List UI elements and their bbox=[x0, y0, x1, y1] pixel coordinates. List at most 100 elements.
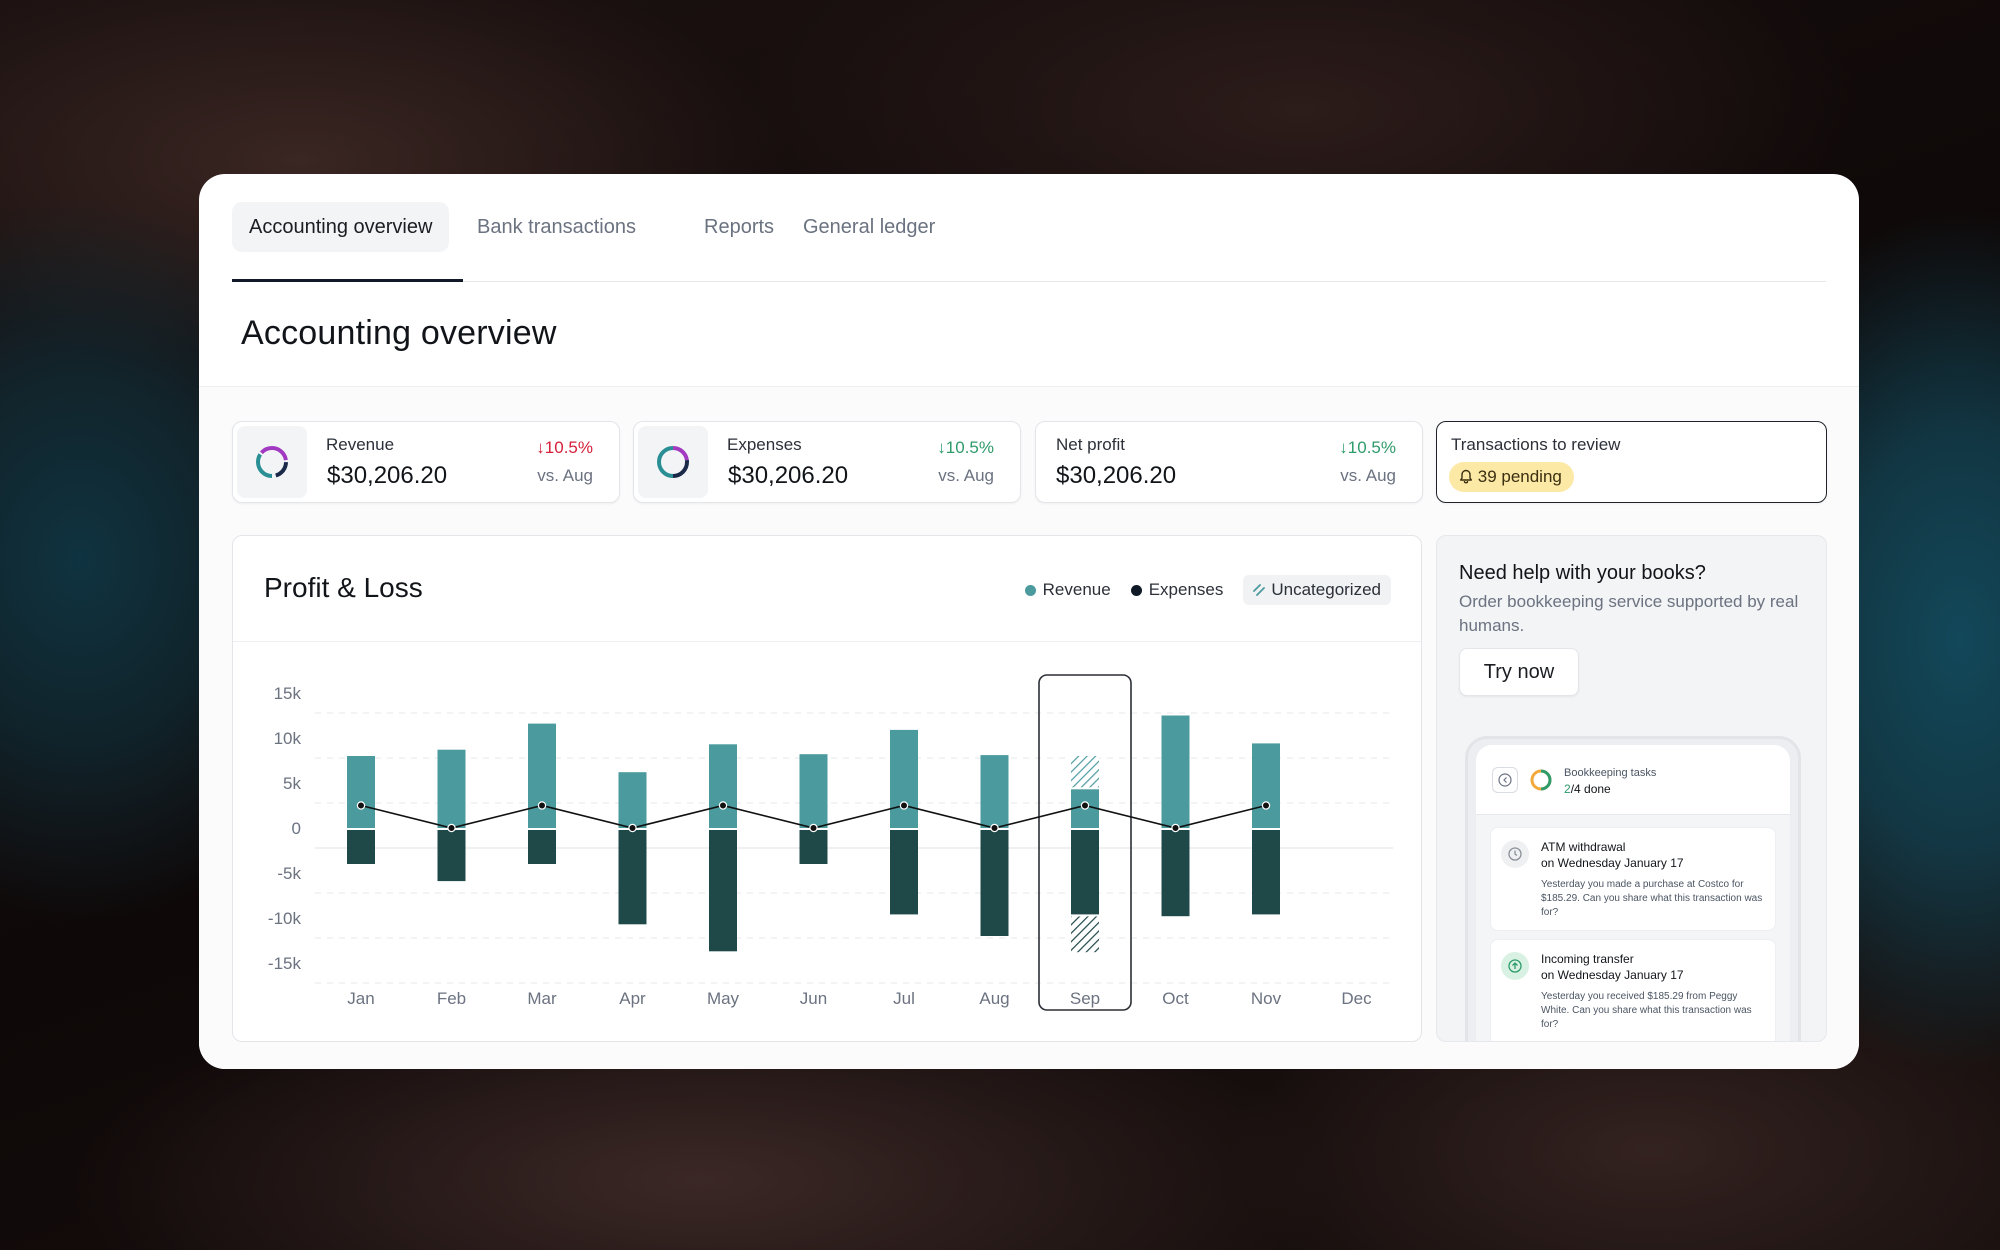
profit-loss-panel: Profit & Loss Revenue Expenses Uncategor… bbox=[232, 535, 1422, 1042]
net-profit-point bbox=[1171, 823, 1180, 833]
tasks-title: Bookkeeping tasks bbox=[1564, 767, 1657, 779]
hatch-icon bbox=[1253, 584, 1266, 596]
expense-bar bbox=[618, 830, 647, 925]
revenue-donut-icon bbox=[237, 426, 307, 498]
x-tick-label: Oct bbox=[1162, 989, 1189, 1008]
phone-screen: Bookkeeping tasks 2/4 done ATM withdrawa… bbox=[1476, 745, 1790, 1041]
pending-badge[interactable]: 39 pending bbox=[1449, 462, 1574, 492]
task-card-atm-withdrawal[interactable]: ATM withdrawal on Wednesday January 17 Y… bbox=[1490, 827, 1776, 931]
y-tick-label: 5k bbox=[283, 774, 301, 793]
bookkeeping-help-panel: Need help with your books? Order bookkee… bbox=[1436, 535, 1827, 1042]
net-profit-point bbox=[809, 823, 818, 833]
tab-reports[interactable]: Reports bbox=[704, 216, 775, 238]
revenue-bar bbox=[709, 744, 737, 828]
x-tick-label: Apr bbox=[619, 989, 646, 1008]
legend-revenue[interactable]: Revenue bbox=[1024, 580, 1111, 600]
expense-bar bbox=[709, 830, 737, 952]
back-arrow-icon[interactable] bbox=[1492, 767, 1518, 793]
legend-expenses[interactable]: Expenses bbox=[1130, 580, 1223, 600]
profit-loss-chart: 15k 10k 5k 0 -5k -10k -15k Jan Feb Mar Apr May Jun Ju… bbox=[268, 674, 1393, 1011]
kpi-net-profit-card[interactable]: Net profit $30,206.20 ↓10.5% vs. Aug bbox=[1035, 421, 1423, 503]
arrow-down-icon: ↓ bbox=[536, 438, 545, 457]
revenue-bar bbox=[618, 772, 647, 828]
revenue-bar bbox=[1161, 715, 1190, 828]
net-profit-point bbox=[1261, 801, 1271, 810]
expenses-dot-icon bbox=[1130, 584, 1142, 596]
profit-loss-title: Profit & Loss bbox=[264, 572, 423, 603]
kpi-expenses-value: $30,206.20 bbox=[728, 462, 849, 489]
expense-bar bbox=[890, 830, 918, 915]
page-title: Accounting overview bbox=[241, 314, 557, 352]
kpi-transactions-to-review-card[interactable]: Transactions to review 39 pending bbox=[1436, 421, 1827, 503]
net-profit-point bbox=[537, 801, 547, 810]
revenue-bar bbox=[347, 756, 375, 828]
arrow-down-icon: ↓ bbox=[937, 438, 946, 457]
kpi-revenue-comparison: vs. Aug bbox=[537, 466, 593, 485]
expenses-donut-icon bbox=[638, 426, 708, 498]
tab-general-ledger[interactable]: General ledger bbox=[803, 216, 936, 238]
revenue-dot-icon bbox=[1024, 584, 1036, 596]
revenue-bar bbox=[528, 723, 556, 828]
accounting-window: Accounting overview Bank transactions Re… bbox=[199, 174, 1859, 1069]
x-tick-label: Nov bbox=[1251, 989, 1282, 1008]
y-tick-label: -15k bbox=[268, 954, 302, 973]
phone-header: Bookkeeping tasks 2/4 done bbox=[1476, 745, 1790, 815]
kpi-revenue-value: $30,206.20 bbox=[327, 462, 448, 489]
x-tick-label: Jan bbox=[347, 989, 374, 1008]
header-divider bbox=[199, 386, 1859, 387]
task-subtitle: on Wednesday January 17 bbox=[1541, 968, 1684, 982]
task-subtitle: on Wednesday January 17 bbox=[1541, 856, 1684, 870]
task-body: Yesterday you received $185.29 from Pegg… bbox=[1541, 991, 1752, 1030]
kpi-expenses-card[interactable]: Expenses $30,206.20 ↓10.5% vs. Aug bbox=[633, 421, 1021, 503]
help-description: Order bookkeeping service supported by r… bbox=[1459, 592, 1799, 635]
x-tick-label: Mar bbox=[527, 989, 557, 1008]
uncategorized-expense-bar bbox=[1071, 916, 1099, 953]
task-title: Incoming transfer bbox=[1541, 952, 1634, 966]
expense-bar bbox=[437, 830, 466, 882]
y-tick-label: 15k bbox=[274, 684, 302, 703]
try-now-button[interactable]: Try now bbox=[1459, 648, 1579, 696]
tab-bar: Accounting overview Bank transactions Re… bbox=[232, 202, 1826, 282]
kpi-net-profit-delta: ↓10.5% bbox=[1339, 438, 1396, 457]
kpi-revenue-card[interactable]: Revenue $30,206.20 ↓10.5% vs. Aug bbox=[232, 421, 620, 503]
arrow-up-icon bbox=[1501, 952, 1529, 980]
kpi-revenue-delta: ↓10.5% bbox=[536, 438, 593, 457]
active-tab-indicator bbox=[232, 279, 463, 282]
task-card-incoming-transfer[interactable]: Incoming transfer on Wednesday January 1… bbox=[1490, 939, 1776, 1041]
phone-preview: Bookkeeping tasks 2/4 done ATM withdrawa… bbox=[1465, 736, 1801, 1041]
kpi-expenses-label: Expenses bbox=[727, 435, 802, 454]
x-tick-label: Dec bbox=[1341, 989, 1372, 1008]
tab-accounting-overview[interactable]: Accounting overview bbox=[232, 202, 450, 252]
net-profit-point bbox=[447, 823, 456, 833]
net-profit-point bbox=[628, 823, 637, 833]
net-profit-point bbox=[718, 801, 728, 810]
net-profit-point bbox=[990, 823, 999, 833]
legend-uncategorized[interactable]: Uncategorized bbox=[1243, 575, 1391, 605]
kpi-expenses-comparison: vs. Aug bbox=[938, 466, 994, 485]
revenue-bar bbox=[1252, 743, 1280, 828]
y-tick-label: -10k bbox=[268, 909, 302, 928]
net-profit-point bbox=[1080, 801, 1090, 810]
help-title: Need help with your books? bbox=[1459, 562, 1706, 584]
bell-icon bbox=[1459, 467, 1478, 486]
expense-bar bbox=[528, 830, 556, 864]
kpi-net-profit-value: $30,206.20 bbox=[1056, 462, 1177, 489]
selected-month-highlight bbox=[1038, 674, 1132, 1011]
clock-icon bbox=[1501, 840, 1529, 868]
x-tick-label: Jun bbox=[800, 989, 827, 1008]
expense-bar bbox=[1252, 830, 1280, 915]
tab-bank-transactions[interactable]: Bank transactions bbox=[477, 216, 636, 238]
arrow-down-icon: ↓ bbox=[1339, 438, 1348, 457]
uncategorized-revenue-bar bbox=[1071, 756, 1099, 788]
chart-header-divider bbox=[233, 641, 1421, 642]
task-body: Yesterday you made a purchase at Costco … bbox=[1541, 879, 1763, 918]
expense-bar bbox=[347, 830, 375, 864]
x-tick-label: Aug bbox=[979, 989, 1009, 1008]
kpi-review-label: Transactions to review bbox=[1451, 435, 1621, 454]
task-title: ATM withdrawal bbox=[1541, 840, 1626, 854]
expense-bar bbox=[980, 830, 1009, 936]
chart-legend: Revenue Expenses Uncategorized bbox=[1005, 574, 1391, 606]
y-tick-label: 10k bbox=[274, 729, 302, 748]
tasks-count: 2/4 done bbox=[1564, 782, 1611, 796]
kpi-net-profit-comparison: vs. Aug bbox=[1340, 466, 1396, 485]
